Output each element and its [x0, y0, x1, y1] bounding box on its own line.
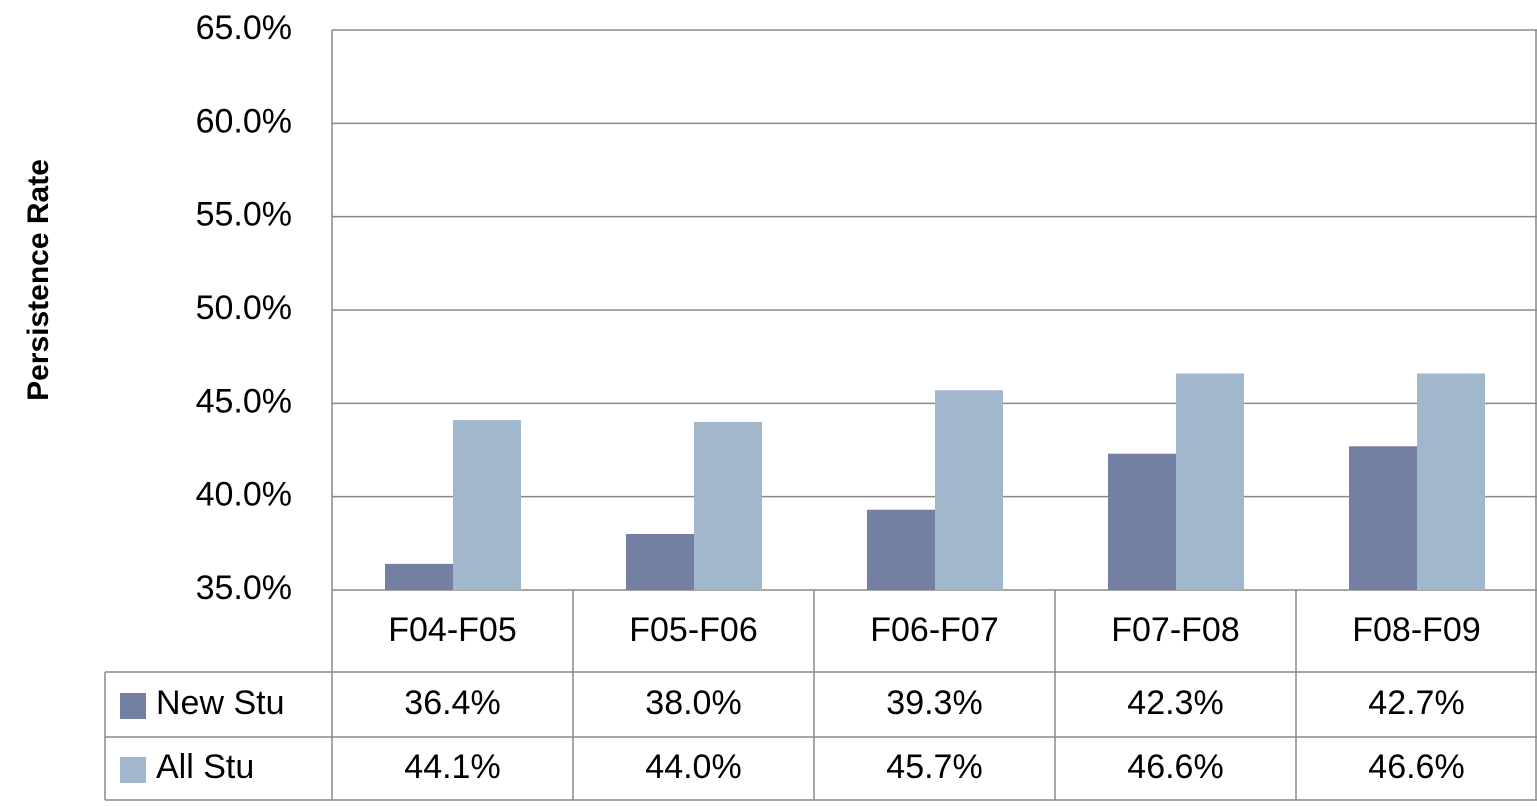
x-tick-label: F08-F09 [1352, 611, 1481, 649]
data-label: 42.7% [1368, 684, 1464, 722]
x-tick-label: F04-F05 [388, 611, 517, 649]
data-label: 45.7% [886, 748, 982, 786]
x-tick-label: F07-F08 [1111, 611, 1240, 649]
y-tick-label: 45.0% [196, 382, 292, 420]
y-tick-label: 35.0% [196, 569, 292, 607]
data-label: 36.4% [404, 684, 500, 722]
y-tick-label: 60.0% [196, 102, 292, 140]
y-axis-label: Persistence Rate [22, 159, 55, 401]
data-label: 38.0% [645, 684, 741, 722]
bar [694, 422, 762, 590]
y-tick-label: 40.0% [196, 476, 292, 514]
y-tick-label: 55.0% [196, 196, 292, 234]
bar [1417, 373, 1485, 590]
x-tick-label: F06-F07 [870, 611, 999, 649]
bar [935, 390, 1003, 590]
bar [626, 534, 694, 590]
bar [1176, 373, 1244, 590]
legend-swatch [120, 757, 146, 783]
legend-swatch [120, 693, 146, 719]
data-label: 42.3% [1127, 684, 1223, 722]
bar [453, 420, 521, 590]
legend-label: New Stu [156, 684, 285, 722]
data-label: 39.3% [886, 684, 982, 722]
data-label: 44.1% [404, 748, 500, 786]
data-label: 44.0% [645, 748, 741, 786]
bar [385, 563, 453, 590]
bar [867, 509, 935, 590]
bar [1349, 446, 1417, 590]
data-label: 46.6% [1368, 748, 1464, 786]
data-label: 46.6% [1127, 748, 1223, 786]
legend-label: All Stu [156, 748, 254, 786]
bar [1108, 453, 1176, 590]
y-tick-label: 50.0% [196, 289, 292, 327]
y-tick-label: 65.0% [196, 9, 292, 47]
x-tick-label: F05-F06 [629, 611, 758, 649]
